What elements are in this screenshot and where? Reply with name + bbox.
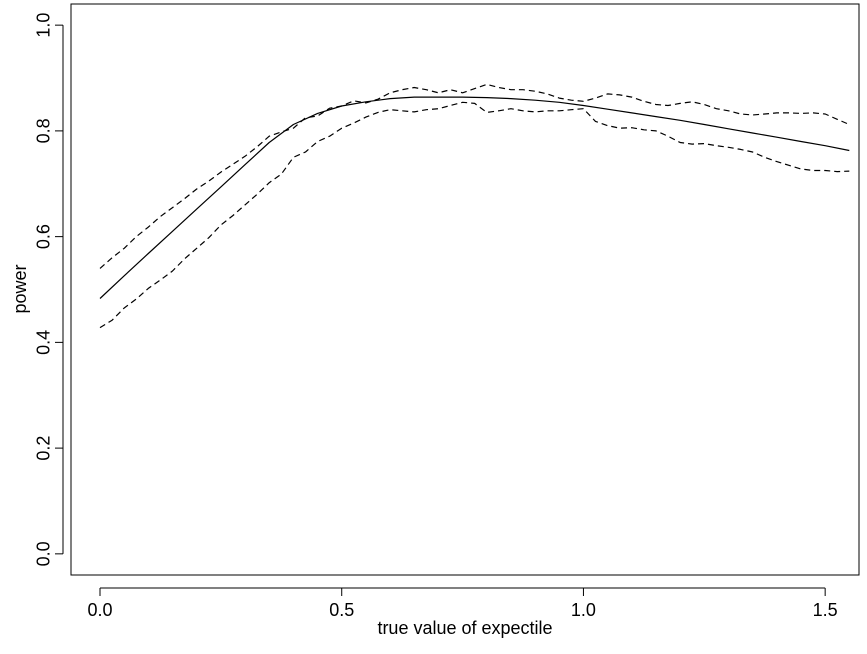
y-tick-label: 1.0	[34, 13, 54, 38]
y-tick-label: 0.2	[34, 436, 54, 461]
x-tick-label: 1.0	[571, 600, 596, 620]
y-axis-title: power	[10, 264, 30, 313]
x-tick-label: 0.0	[87, 600, 112, 620]
y-tick-label: 0.0	[34, 541, 54, 566]
x-tick-label: 0.5	[329, 600, 354, 620]
plot-frame	[70, 3, 860, 576]
y-tick-label: 0.4	[34, 330, 54, 355]
estimate-line	[99, 96, 850, 299]
y-tick-label: 0.6	[34, 224, 54, 249]
y-tick-label: 0.8	[34, 118, 54, 143]
x-tick-label: 1.5	[813, 600, 838, 620]
lower-band-line	[99, 101, 850, 329]
upper-band-line	[99, 83, 850, 269]
series-layer	[99, 83, 850, 329]
x-axis-title: true value of expectile	[377, 618, 552, 638]
x-axis: 0.0 0.5 1.0 1.5	[87, 587, 838, 620]
y-axis: 0.0 0.2 0.4 0.6 0.8 1.0	[34, 13, 64, 566]
